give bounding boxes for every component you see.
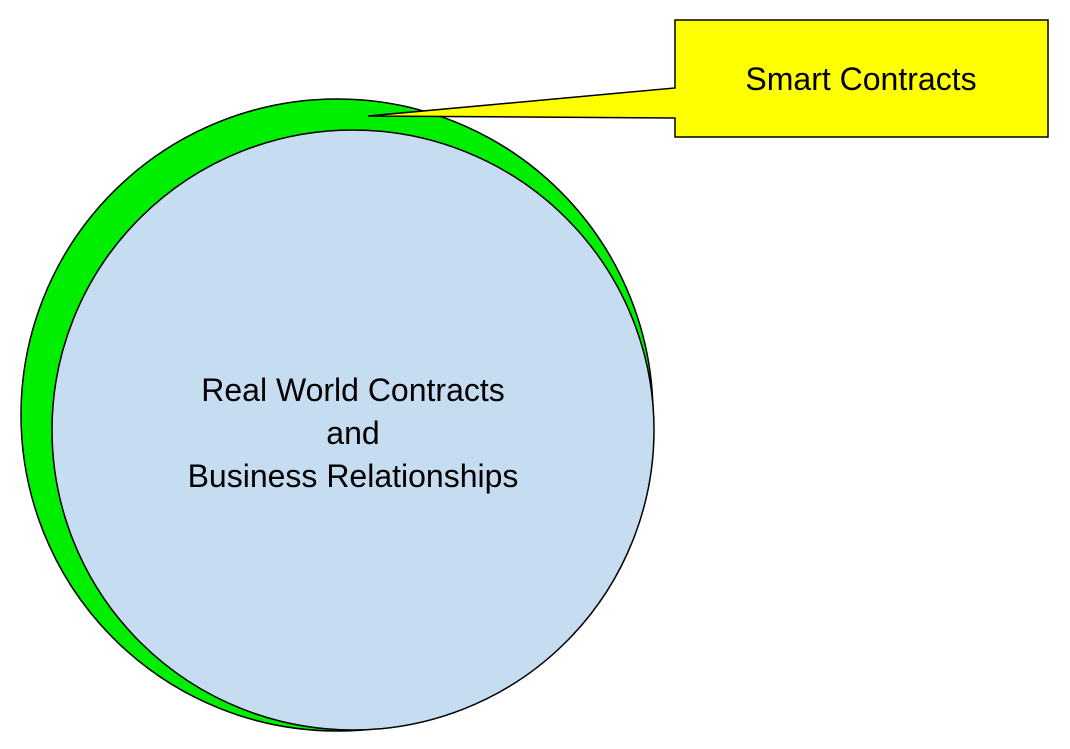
smart-contracts-callout <box>367 19 1049 138</box>
real-world-contracts-label-line-1: Real World Contracts <box>201 372 505 408</box>
smart-contracts-label: Smart Contracts <box>745 61 976 97</box>
real-world-contracts-label-line-3: Business Relationships <box>188 458 519 494</box>
real-world-contracts-circle <box>51 129 655 731</box>
real-world-contracts-label-line-2: and <box>326 415 379 451</box>
